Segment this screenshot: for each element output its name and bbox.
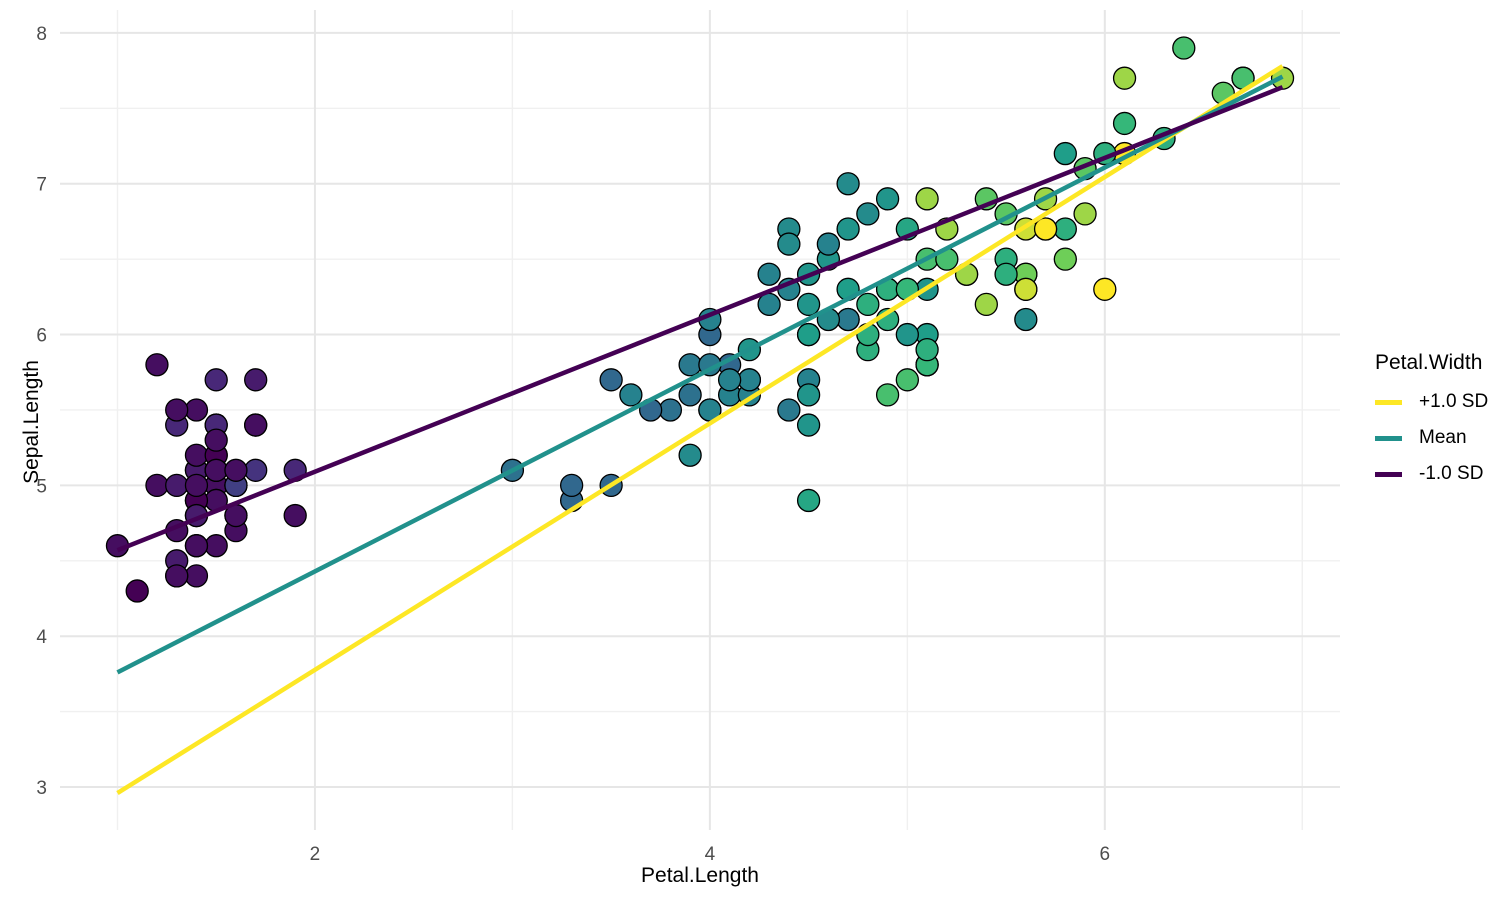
data-point [856,292,880,317]
data-point [1093,277,1117,301]
data-point [619,383,643,407]
data-point [856,202,880,226]
data-point [244,458,268,482]
data-point [184,564,209,588]
data-point [796,488,821,513]
data-point [777,232,801,256]
legend-entry-label: -1.0 SD [1419,463,1484,484]
y-tick-label: 8 [36,24,47,45]
data-point [204,534,228,558]
x-tick-label: 2 [310,844,321,865]
data-point [145,353,169,377]
data-point [1014,307,1038,332]
data-point [1033,217,1058,241]
data-point [184,473,209,498]
trend-line-1-0-sd [116,85,1284,553]
data-point [244,413,268,437]
data-point [875,383,900,407]
data-point [796,322,821,347]
trend-line-1-0-sd [116,64,1284,795]
data-point [165,564,189,588]
data-point [915,337,939,362]
data-point [1053,141,1077,166]
data-point [184,443,209,467]
data-point [895,368,919,392]
legend-rows: +1.0 SD Mean -1.0 SD [1375,384,1512,492]
data-point [836,172,860,196]
data-point [559,473,584,498]
y-tick-label: 5 [36,476,47,497]
data-point [915,187,939,211]
data-point [204,368,228,392]
data-point [974,292,998,317]
data-point [796,413,821,437]
x-tick-label: 4 [705,844,716,865]
legend-entry: +1.0 SD [1375,384,1512,420]
data-point [737,368,762,392]
data-point [678,353,702,377]
data-point [994,262,1018,286]
data-point [1112,66,1137,90]
data-point [816,232,841,256]
data-point [599,368,623,392]
legend-entry-label: Mean [1419,427,1467,448]
data-point [125,579,149,603]
data-point [796,383,821,407]
data-point [165,398,189,422]
legend-key-line [1375,399,1402,405]
y-tick-label: 7 [36,175,47,196]
data-point [895,322,919,347]
data-point [1112,111,1137,136]
legend-key-line [1375,471,1402,477]
data-point [875,187,900,211]
data-point [678,443,702,467]
data-point [777,398,801,422]
data-point [678,383,702,407]
trend-line-mean [116,74,1284,675]
x-tick-label: 6 [1100,844,1111,865]
data-point [165,473,189,498]
legend-entry-label: +1.0 SD [1419,391,1489,412]
data-point [204,458,228,482]
data-point [224,458,248,482]
data-point [1073,202,1097,226]
data-point [836,217,860,241]
data-point [204,428,228,452]
data-point [145,473,169,498]
data-point [836,307,860,332]
y-tick-label: 6 [36,326,47,347]
data-point [757,262,781,286]
data-point [283,503,307,528]
legend-title: Petal.Width [1375,351,1483,374]
y-tick-label: 3 [36,778,47,799]
data-point [244,368,268,392]
data-point [658,398,683,422]
x-axis-title: Petal.Length [641,864,759,887]
legend-key-line [1375,435,1402,441]
legend-entry: -1.0 SD [1375,456,1512,492]
data-point [796,292,821,317]
legend-entry: Mean [1375,420,1512,456]
data-point [1053,217,1077,241]
data-point [1053,247,1077,271]
y-tick-label: 4 [36,627,47,648]
legend: Petal.Width +1.0 SD Mean -1.0 SD [1375,350,1512,492]
data-point [1172,36,1196,60]
data-point [184,398,209,422]
y-axis-title: Sepal.Length [20,360,43,484]
data-point [717,368,742,392]
data-point [1014,277,1038,301]
data-point [184,534,209,558]
